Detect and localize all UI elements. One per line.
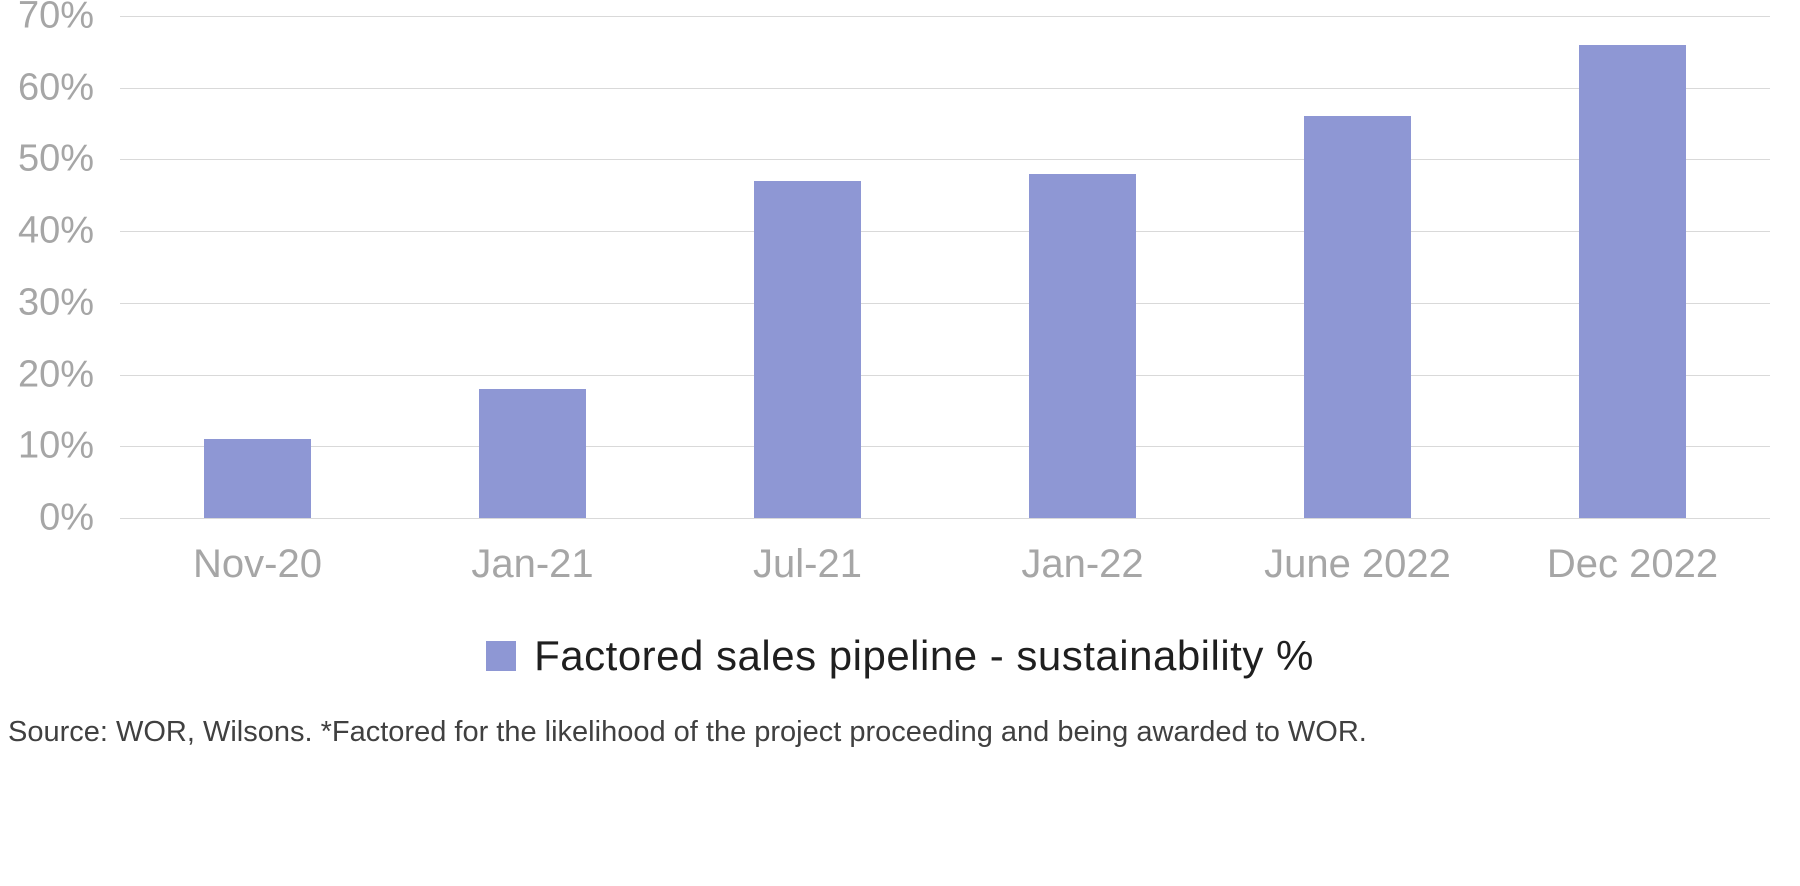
legend-label: Factored sales pipeline - sustainability… [534,632,1314,679]
bar-cell [1220,16,1495,518]
gridline [120,446,1770,448]
bars-container [120,16,1770,518]
bar-cell [670,16,945,518]
x-tick-label: Jan-22 [1021,542,1144,586]
y-tick-label: 70% [17,0,94,37]
x-tick-label: Dec 2022 [1546,542,1719,586]
bar-cell [395,16,670,518]
bar-Dec 2022 [1578,44,1687,518]
legend: Factored sales pipeline - sustainability… [0,632,1800,680]
bar-Jul-21 [753,180,862,518]
gridline [120,16,1770,17]
y-tick-label: 10% [17,424,94,467]
legend-swatch [486,641,517,671]
y-tick-label: 0% [39,496,94,539]
bar-cell [945,16,1220,518]
bar-cell [1495,16,1770,518]
x-tick-label: Jan-21 [471,542,594,586]
x-tick-label: Nov-20 [193,542,322,586]
bar-Nov-20 [203,439,312,518]
bar-Jan-21 [478,388,587,518]
bar-Jan-22 [1028,173,1137,518]
plot-area: 0% 10% 20% 30% 40% 50% 60% 70% [18,0,1770,539]
y-tick-label: 60% [17,66,94,109]
bar-cell [120,16,395,518]
x-tick-label: June 2022 [1264,542,1451,586]
gridline [120,302,1770,304]
gridline [120,231,1770,233]
bar-June 2022 [1303,116,1412,518]
x-tick-label: Jul-21 [753,542,862,586]
x-axis-labels: Nov-20 Jan-21 Jul-21 Jan-22 June 2022 Dec 202… [120,542,1770,587]
gridline [120,374,1770,376]
y-tick-label: 50% [17,137,94,180]
y-tick-label: 20% [17,353,94,396]
y-tick-label: 40% [17,209,94,252]
gridline [120,518,1770,519]
y-tick-label: 30% [17,281,94,324]
source-note: Source: WOR, Wilsons. *Factored for the … [8,716,1367,748]
gridline [120,159,1770,161]
gridline [120,87,1770,89]
